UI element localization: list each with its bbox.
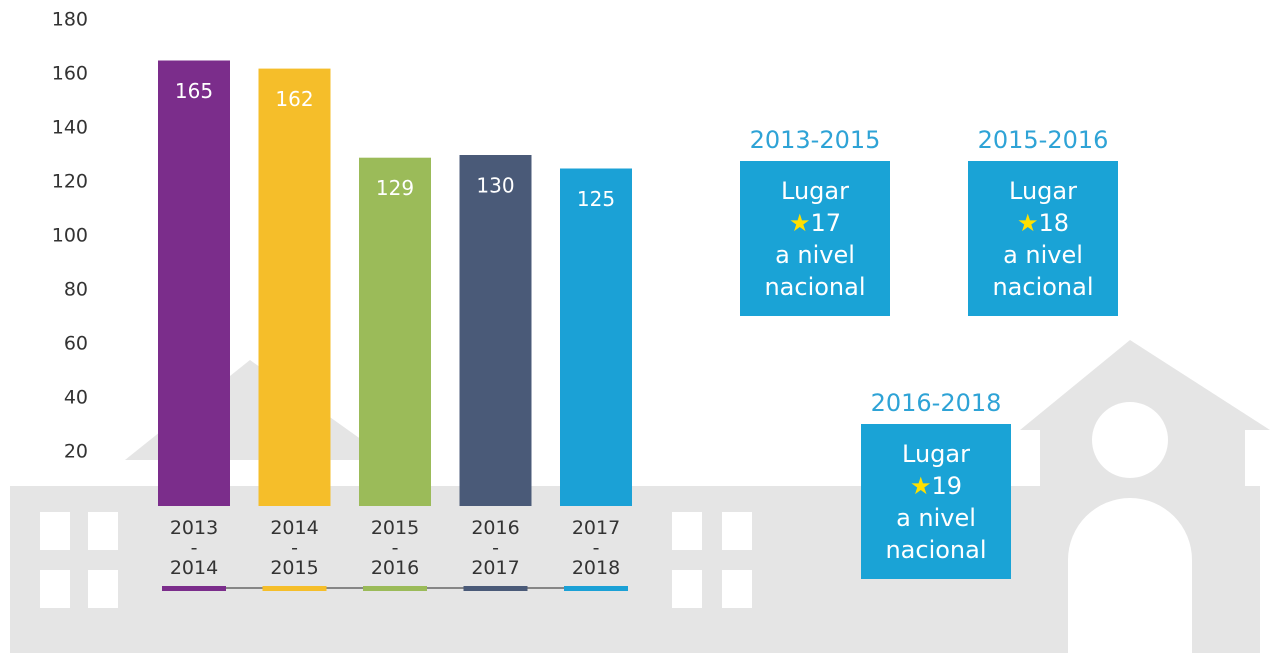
x-tick-label: 2016 - 2017 [471, 517, 520, 579]
annotation-text: Lugar [902, 440, 970, 468]
y-tick-label: 40 [64, 387, 88, 409]
bar [359, 157, 431, 506]
category-underline [463, 586, 528, 591]
annotation-text: a nivel [775, 241, 855, 269]
annotation-box: Lugar ★17 a nivel nacional [740, 161, 890, 316]
annotation-line: ★19 [861, 470, 1011, 502]
value-label: 129 [376, 176, 414, 200]
annotation-line: a nivel [861, 502, 1011, 534]
annotation-text: Lugar [1009, 177, 1077, 205]
category-underline [262, 586, 327, 591]
bar [158, 60, 230, 506]
annotation-text: 19 [931, 472, 963, 500]
y-tick-label: 180 [52, 9, 88, 31]
annotation-text: nacional [992, 273, 1094, 301]
annotation-line: nacional [740, 271, 890, 303]
star-icon: ★ [909, 472, 932, 500]
background-building [10, 340, 1270, 653]
value-label: 162 [275, 87, 313, 111]
value-label: 125 [577, 187, 615, 211]
y-tick-label: 100 [52, 225, 88, 247]
annotation-title: 2013-2015 [749, 126, 881, 154]
x-tick-label: 2017 - 2018 [571, 517, 621, 579]
annotation-line: ★17 [740, 207, 890, 239]
annotation-line: Lugar [740, 175, 890, 207]
star-icon: ★ [1016, 209, 1039, 237]
star-icon: ★ [788, 209, 811, 237]
value-label: 165 [175, 79, 213, 103]
bar [560, 168, 632, 506]
annotation-line: ★18 [968, 207, 1118, 239]
annotation-line: Lugar [968, 175, 1118, 207]
annotation-title: 2015-2016 [977, 126, 1109, 154]
y-tick-label: 120 [52, 171, 88, 193]
annotation-line: nacional [861, 534, 1011, 566]
annotation-line: Lugar [861, 438, 1011, 470]
category-underline [363, 586, 427, 591]
annotation-text: a nivel [896, 504, 976, 532]
annotation-box: Lugar ★18 a nivel nacional [968, 161, 1118, 316]
annotation-text: 18 [1038, 209, 1070, 237]
category-underline [162, 586, 226, 591]
annotation-text: nacional [885, 536, 987, 564]
annotation-text: a nivel [1003, 241, 1083, 269]
y-tick-label: 160 [52, 63, 88, 85]
y-tick-label: 60 [64, 333, 88, 355]
annotation-box: Lugar ★19 a nivel nacional [861, 424, 1011, 579]
x-tick-label: 2014 - 2015 [270, 517, 319, 579]
annotation-line: nacional [968, 271, 1118, 303]
y-tick-label: 80 [64, 279, 88, 301]
y-tick-label: 20 [64, 441, 88, 463]
annotation-text: Lugar [781, 177, 849, 205]
annotation-line: a nivel [740, 239, 890, 271]
y-tick-label: 140 [52, 117, 88, 139]
value-label: 130 [476, 174, 514, 198]
annotation-text: nacional [764, 273, 866, 301]
annotation-text: 17 [810, 209, 842, 237]
bar [459, 155, 532, 506]
annotation-title: 2016-2018 [870, 389, 1002, 417]
x-tick-label: 2015 - 2016 [370, 517, 420, 579]
x-tick-label: 2013 - 2014 [169, 517, 219, 579]
category-underline [564, 586, 628, 591]
bar [258, 68, 331, 506]
annotation-line: a nivel [968, 239, 1118, 271]
